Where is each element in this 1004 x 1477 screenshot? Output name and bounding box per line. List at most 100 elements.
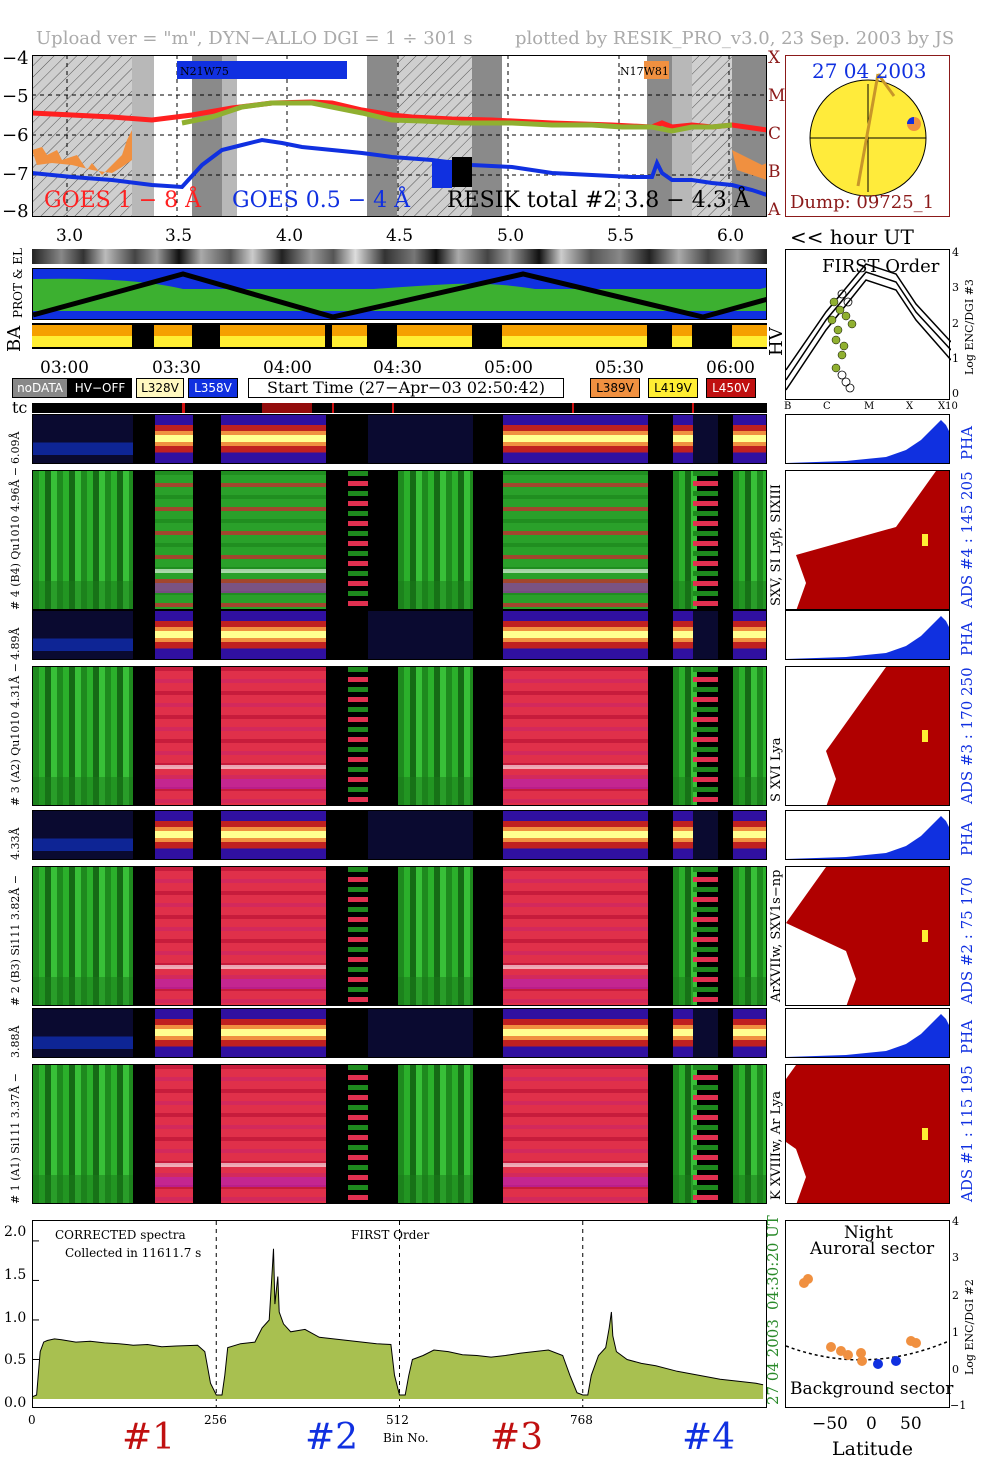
fo-xtick-2: C — [823, 401, 831, 412]
fo-xtick-3: M — [864, 401, 875, 412]
hour-axis-label: << hour UT — [790, 225, 914, 249]
pha-strip — [32, 1008, 767, 1058]
fo-ytick-3: 2 — [952, 317, 959, 330]
hour-tick-6: 5.5 — [607, 226, 635, 246]
goes-hatch-1 — [32, 55, 132, 217]
spec-xtick-1: 0 — [28, 1413, 36, 1427]
orbit-track — [33, 271, 766, 319]
hour-tick-3: 4.0 — [276, 226, 304, 246]
spectrogram-channel-label: # 4 (B4) Qu1010 4.96Å − — [9, 466, 22, 610]
resik-orange-curve-2 — [732, 150, 767, 180]
ion-lines-label: S XVI Lya — [769, 737, 784, 802]
legend-nodata: noDATA — [12, 378, 68, 398]
class-m: M — [768, 86, 786, 106]
sun-dump: Dump: 09725_1 — [790, 192, 935, 213]
pha-histogram — [785, 610, 950, 660]
hv-label: HV — [766, 327, 787, 356]
prot-el-label: PROT & EL — [11, 248, 25, 318]
spectrogram-channel-label: # 1 (A1) Si111 3.37Å − — [9, 1073, 22, 1204]
class-b: B — [768, 162, 781, 182]
time-tick-6: 05:30 — [595, 358, 644, 378]
spec-ytick-1: 2.0 — [4, 1224, 27, 1240]
goes-ytick-2: −5 — [2, 86, 29, 107]
goes-shade-5 — [472, 55, 502, 217]
class-a: A — [768, 200, 781, 220]
legend-l450: L450V — [706, 378, 756, 398]
goes-shade-6 — [647, 55, 672, 217]
spec-num-1: #1 — [122, 1417, 176, 1458]
hour-tick-1: 3.0 — [56, 226, 84, 246]
pha-label: PHA — [958, 1019, 976, 1054]
pha-label: PHA — [958, 425, 976, 460]
spectrum-line — [33, 1248, 764, 1398]
hour-tick-7: 6.0 — [717, 226, 745, 246]
tc-label: tc — [12, 398, 28, 417]
goes18-label: GOES 1 − 8 Å — [44, 188, 202, 213]
spectrum-note2: Collected in 11611.7 s — [65, 1246, 202, 1260]
class-x: X — [768, 48, 781, 68]
header-plotted: plotted by RESIK_PRO_v3.0, 23 Sep. 2003 … — [515, 28, 955, 49]
ba-label: BA — [4, 325, 25, 352]
pha-label: PHA — [958, 621, 976, 656]
goes-ytick-3: −6 — [2, 125, 29, 146]
region1-label: N21W75 — [180, 65, 229, 78]
prot-el-strip — [32, 268, 767, 320]
pha-label: PHA — [958, 821, 976, 856]
pha-histogram — [785, 414, 950, 464]
sun-date: 27 04 2003 — [812, 59, 927, 83]
spectrum-area — [33, 1248, 764, 1399]
legend-l358: L358V — [188, 378, 238, 398]
ads-label: ADS #4 : 145 205 — [958, 471, 976, 608]
spec-num-4: #4 — [682, 1417, 736, 1458]
pha-histogram — [785, 810, 950, 860]
time-tick-5: 05:00 — [484, 358, 533, 378]
pha-wavelength-label: 4.89Å — [9, 627, 22, 660]
lat-ytick-3: 2 — [952, 1289, 959, 1302]
spec-time-vert: 04:30:20 UT — [764, 1215, 782, 1310]
legend-hvoff: HV−OFF — [68, 378, 132, 398]
lat-xtick-3: 50 — [900, 1414, 922, 1434]
goes-panel: N21W75 N17W81 GOES 1 − 8 Å GOES 0.5 − 4 … — [32, 55, 767, 217]
header-upload: Upload ver = "m", DYN−ALLO DGI = 1 ÷ 301… — [36, 28, 473, 49]
ion-lines-label: K XVIIIw, Ar Lya — [769, 1091, 784, 1200]
fo-ytick-1: 4 — [952, 246, 959, 259]
resik-orange-curve — [32, 130, 132, 175]
goes-shade-4 — [367, 55, 397, 217]
lat-ytick-2: 3 — [952, 1251, 959, 1264]
legend-l328: L328V — [136, 378, 184, 398]
resik-blue-seg — [432, 160, 452, 188]
ion-lines-label: ArXVIIw, SXV1s−np — [769, 869, 784, 1002]
spec-ytick-4: 0.5 — [4, 1352, 27, 1368]
lat-ytick-6: −1 — [950, 1399, 967, 1412]
legend-start-time: Start Time (27−Apr−03 02:50:42) — [248, 378, 564, 398]
class-c: C — [768, 124, 782, 144]
spec-xtick-3: 512 — [386, 1413, 409, 1427]
spec-xtick-2: 256 — [204, 1413, 227, 1427]
ads-label: ADS #2 : 75 170 — [958, 876, 976, 1004]
goes054-label: GOES 0.5 − 4 Å — [232, 188, 411, 213]
goes-hatch-2 — [397, 55, 472, 217]
goes-ytick-5: −8 — [2, 201, 29, 222]
spectrogram — [32, 666, 767, 806]
first-order-title: FIRST Order — [822, 256, 940, 277]
goes-plot — [32, 55, 767, 217]
goes18-line — [32, 99, 767, 133]
spectrogram — [32, 1064, 767, 1204]
pha-strip — [32, 610, 767, 660]
lat-background: Background sector — [790, 1379, 954, 1399]
fo-ytick-5: 0 — [952, 387, 959, 400]
goes-hatch-3 — [692, 55, 732, 217]
hour-tick-2: 3.5 — [165, 226, 193, 246]
lat-xlabel: Latitude — [832, 1438, 913, 1460]
legend-l419: L419V — [648, 378, 698, 398]
pha-wavelength-label: 4.33Å — [9, 827, 22, 860]
sun-panel: 27 04 2003 Dump: 09725_1 — [785, 55, 950, 217]
lat-ytick-4: 1 — [952, 1326, 959, 1339]
spec-ytick-5: 0.0 — [4, 1395, 27, 1411]
time-tick-2: 03:30 — [152, 358, 201, 378]
spec-ytick-3: 1.0 — [4, 1310, 27, 1326]
lat-ytick-5: 0 — [952, 1363, 959, 1376]
fo-ylabel: Log ENC/DGI #3 — [963, 279, 976, 375]
spec-date-vert: 27 04 2003 — [764, 1319, 782, 1405]
region2-label: N17W81 — [620, 65, 669, 78]
